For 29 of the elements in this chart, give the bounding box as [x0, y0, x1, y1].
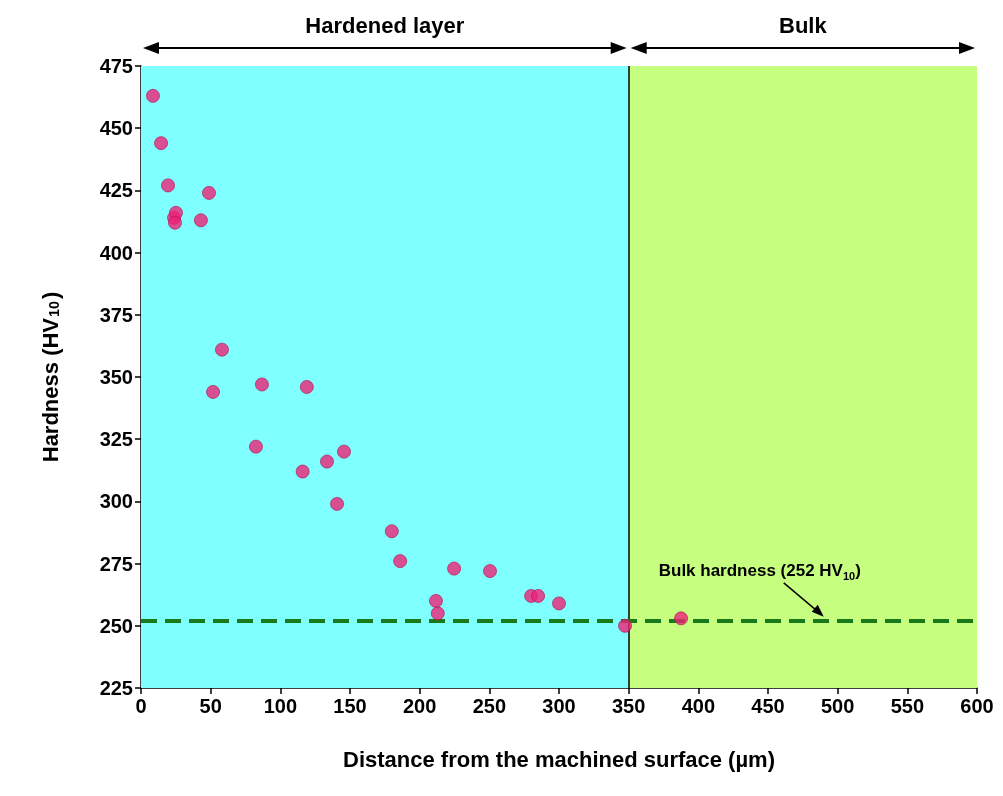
- y-tick-label: 475: [99, 55, 133, 77]
- x-tick-label: 150: [333, 695, 367, 717]
- x-axis-title: Distance from the machined surface (µm): [342, 746, 776, 772]
- y-tick-label: 325: [99, 428, 133, 451]
- band-label: Bulk: [778, 12, 828, 38]
- x-tick-label: 300: [542, 695, 576, 717]
- y-tick-label: 375: [99, 303, 133, 326]
- y-tick-label: 300: [99, 490, 133, 513]
- x-tick-label: 500: [820, 695, 855, 717]
- y-axis-title: Hardness (HV10): [37, 291, 63, 463]
- band-label: Hardened layer: [305, 12, 465, 38]
- x-tick-label: 350: [611, 695, 646, 717]
- x-tick-label: 600: [960, 695, 994, 717]
- x-tick-label: 50: [199, 695, 222, 717]
- ref-line-label: Bulk hardness (252 HV$_{10}$): [658, 560, 861, 585]
- x-tick-label: 450: [751, 695, 785, 717]
- x-tick-label: 0: [135, 695, 147, 717]
- y-tick-label: 400: [99, 241, 133, 264]
- x-tick-label: 250: [472, 695, 507, 717]
- x-tick-label: 100: [263, 695, 298, 717]
- y-tick-label: 350: [99, 366, 133, 388]
- x-tick-label: 550: [890, 695, 925, 717]
- y-tick-label: 225: [99, 677, 133, 699]
- y-tick-label: 275: [99, 552, 133, 575]
- y-tick-label: 450: [99, 117, 133, 140]
- y-tick-label: 250: [99, 614, 133, 637]
- y-tick-label: 425: [99, 179, 133, 202]
- x-tick-label: 400: [681, 695, 716, 717]
- x-tick-label: 200: [402, 695, 437, 717]
